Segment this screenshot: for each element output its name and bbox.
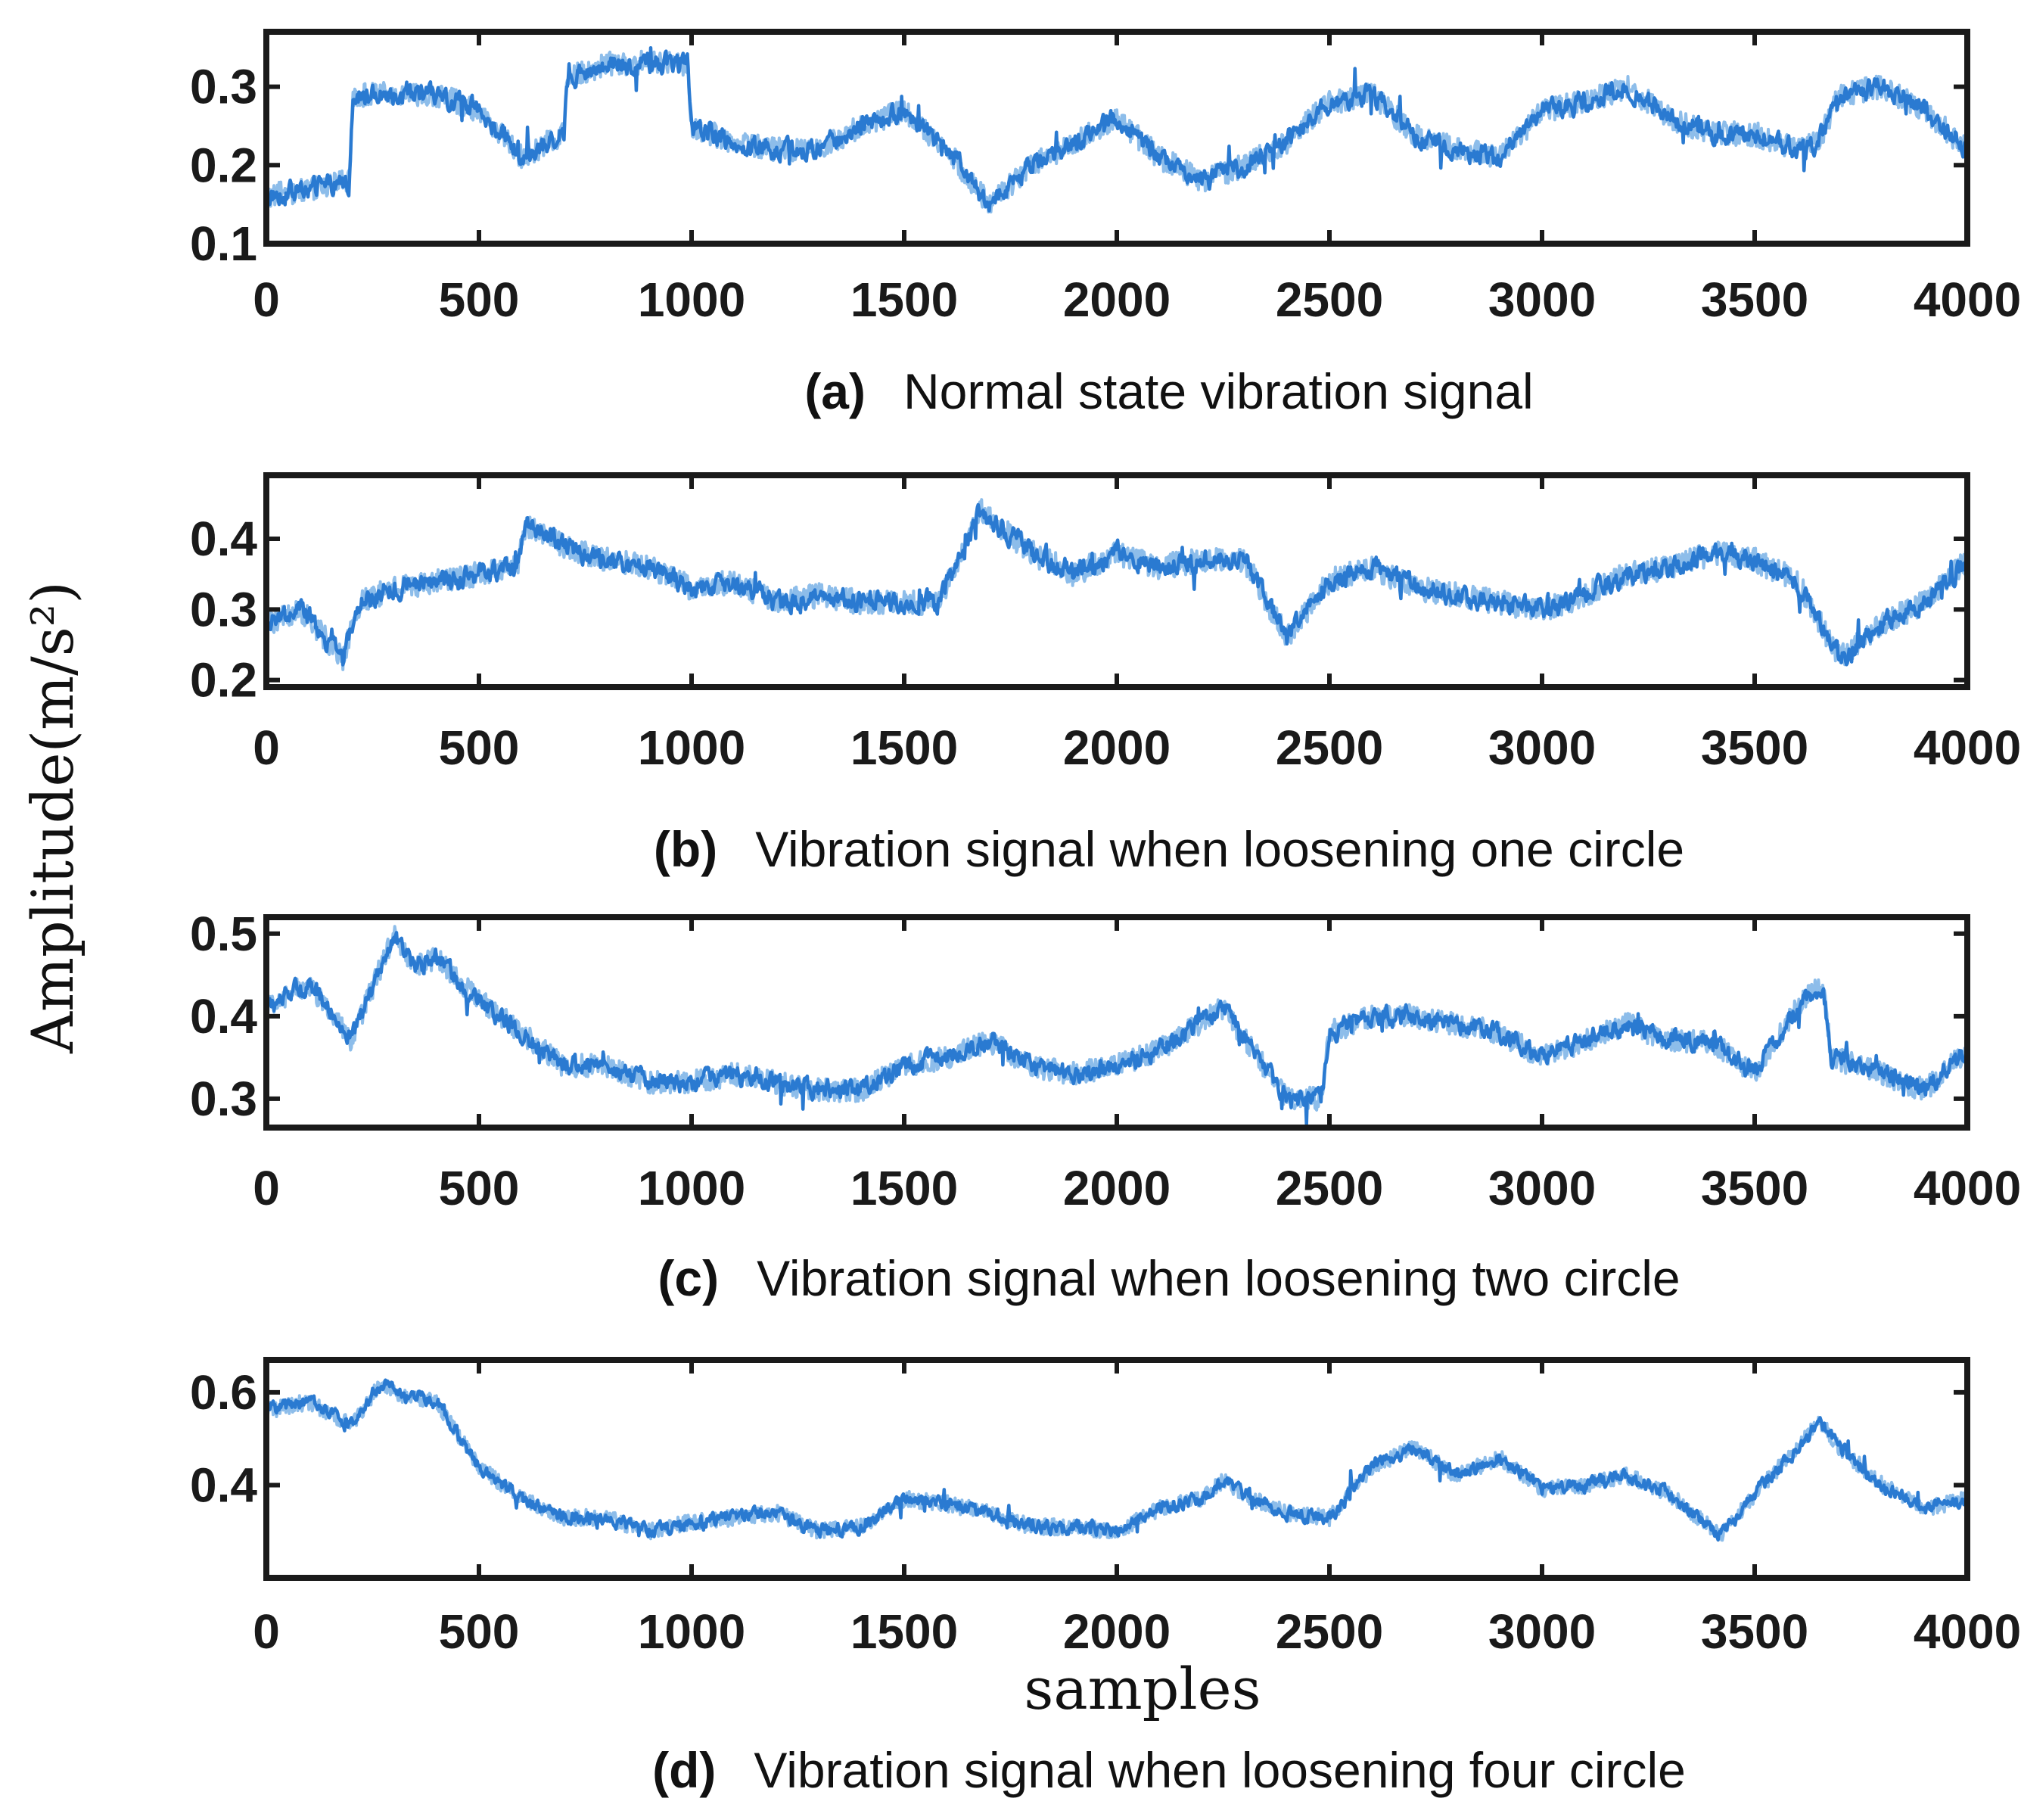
panel-title: Vibration signal when loosening four cir… — [754, 1742, 1686, 1798]
y-tick-label: 0.5 — [190, 907, 257, 961]
panel-letter: (b) — [654, 821, 717, 877]
panel-c: 0 500 1000 1500 2000 2500 3000 3500 4000 0.3 0.4 0.… — [190, 907, 2021, 1306]
y-tick-label: 0.2 — [190, 138, 257, 192]
x-tick-label: 1000 — [638, 272, 745, 327]
y-tick-label: 0.6 — [190, 1365, 257, 1420]
x-tick-label: 3000 — [1488, 1161, 1596, 1215]
panel-title: Vibration signal when loosening one circ… — [755, 821, 1684, 877]
x-tick-label: 2500 — [1276, 1604, 1383, 1659]
x-tick-label: 500 — [439, 1604, 520, 1659]
y-tick-label: 0.3 — [190, 582, 257, 636]
panel-title: Vibration signal when loosening two circ… — [757, 1250, 1680, 1306]
panel-letter: (a) — [804, 363, 866, 419]
y-axis-label: Amplitude(m/s²) — [19, 581, 86, 1054]
x-tick-label: 0 — [253, 1604, 280, 1659]
signal-line — [266, 45, 1967, 213]
x-tick-label: 3000 — [1488, 1604, 1596, 1659]
x-tick-label: 2000 — [1063, 1161, 1171, 1215]
x-tick-label: 500 — [439, 272, 520, 327]
x-tick-label: 500 — [439, 1161, 520, 1215]
x-tick-label: 1500 — [850, 272, 958, 327]
panel-d: 0 500 1000 1500 2000 2500 3000 3500 4000 0.4 0.6 (d… — [190, 1357, 2021, 1798]
x-tick-label: 4000 — [1914, 1161, 2021, 1215]
x-tick-label: 2000 — [1063, 720, 1171, 775]
x-tick-label: 1500 — [850, 1604, 958, 1659]
panels-group: 0 500 1000 1500 2000 2500 3000 3500 4000 0.1 0.2 0.… — [190, 29, 2021, 1798]
x-tick-label: 0 — [253, 272, 280, 327]
x-tick-label: 1500 — [850, 720, 958, 775]
signal-series — [266, 498, 1967, 671]
panel-caption: (d) Vibration signal when loosening four … — [652, 1742, 1686, 1798]
y-tick-label: 0.2 — [190, 653, 257, 708]
panel-caption: (b) Vibration signal when loosening one c… — [654, 821, 1684, 877]
x-tick-label: 3500 — [1701, 720, 1808, 775]
y-tick-label: 0.4 — [190, 512, 257, 566]
y-tick-label: 0.3 — [190, 60, 257, 114]
panel-letter: (d) — [652, 1742, 716, 1798]
signal-line — [266, 931, 1967, 1126]
x-tick-label: 0 — [253, 720, 280, 775]
x-tick-label: 2500 — [1276, 1161, 1383, 1215]
y-tick-label: 0.4 — [190, 1458, 257, 1512]
panel-letter: (c) — [658, 1250, 719, 1306]
x-tick-label: 0 — [253, 1161, 280, 1215]
x-tick-label: 1000 — [638, 720, 745, 775]
x-tick-label: 1000 — [638, 1161, 745, 1215]
x-tick-label: 4000 — [1914, 720, 2021, 775]
panel-title: Normal state vibration signal — [903, 363, 1534, 419]
x-axis-label: samples — [1024, 1655, 1261, 1722]
y-tick-label: 0.4 — [190, 989, 257, 1044]
x-tick-label: 2500 — [1276, 272, 1383, 327]
x-tick-label: 3500 — [1701, 272, 1808, 327]
x-tick-label: 1000 — [638, 1604, 745, 1659]
signal-line — [266, 1378, 1967, 1542]
panel-caption: (c) Vibration signal when loosening two c… — [658, 1250, 1680, 1306]
y-tick-label: 0.1 — [190, 216, 257, 271]
signal-series — [266, 1378, 1967, 1542]
x-tick-label: 2000 — [1063, 1604, 1171, 1659]
panel-b: 0 500 1000 1500 2000 2500 3000 3500 4000 0.2 0.3 0.… — [190, 472, 2021, 877]
signal-series — [266, 925, 1967, 1126]
x-tick-label: 2000 — [1063, 272, 1171, 327]
x-tick-label: 2500 — [1276, 720, 1383, 775]
x-tick-label: 500 — [439, 720, 520, 775]
x-tick-label: 3500 — [1701, 1161, 1808, 1215]
panel-caption: (a) Normal state vibration signal — [804, 363, 1533, 419]
x-tick-label: 3500 — [1701, 1604, 1808, 1659]
signal-series — [266, 45, 1967, 214]
y-tick-label: 0.3 — [190, 1072, 257, 1126]
panel-a: 0 500 1000 1500 2000 2500 3000 3500 4000 0.1 0.2 0.… — [190, 29, 2021, 419]
x-tick-label: 1500 — [850, 1161, 958, 1215]
x-tick-label: 4000 — [1914, 1604, 2021, 1659]
signal-line — [266, 502, 1967, 667]
x-tick-label: 4000 — [1914, 272, 2021, 327]
x-tick-label: 3000 — [1488, 720, 1596, 775]
x-tick-label: 3000 — [1488, 272, 1596, 327]
